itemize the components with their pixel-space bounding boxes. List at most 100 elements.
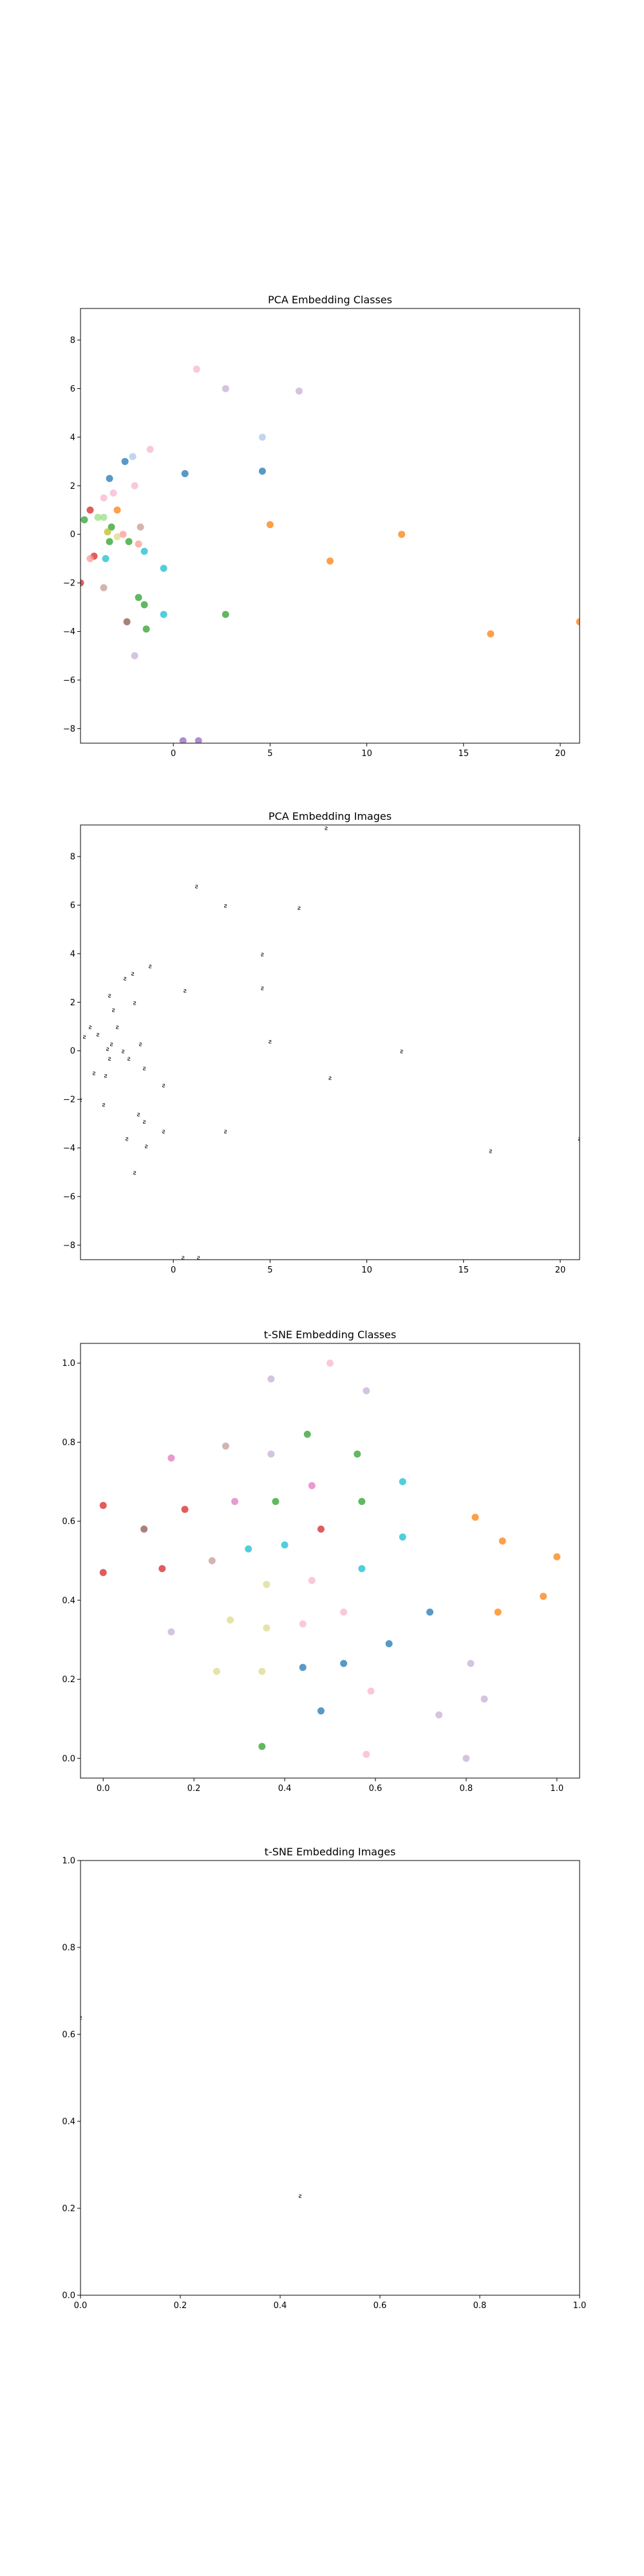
scatter-point [222,384,229,392]
y-tick-label: 1.0 [62,1359,75,1368]
axes-frame [80,1343,580,1779]
scatter-point [142,625,150,633]
scatter-point [576,618,580,625]
image-glyph: ƨ [261,985,264,992]
scatter-point [272,1497,279,1505]
image-glyph: ƨ [197,1255,200,1262]
image-glyph: ƨ [108,1056,111,1063]
x-tick-label: 10 [361,749,372,759]
y-tick-label: −6 [63,676,75,685]
x-tick-label: 0.6 [369,1784,383,1794]
scatter-point [106,538,113,545]
scatter-point [435,1711,443,1719]
scatter-point [100,584,108,592]
scatter-point [109,489,117,497]
chart-panel-1: PCA Embedding Classes 0 5 10 15 20 −8 −6 −4 −2 0 2 4… [63,294,580,759]
scatter-point [100,494,108,502]
image-glyph: ƨ [143,1065,146,1072]
y-tick-label: 0.2 [62,1675,75,1685]
scatter-point [102,554,109,562]
scatter-point [487,630,495,638]
x-tick-label: 5 [267,1265,272,1275]
axes-frame [80,824,580,1260]
x-tick-label: 0.8 [473,2301,487,2311]
image-glyph: ƨ [224,1128,227,1135]
scatter-point [227,1616,234,1624]
image-glyph: ƨ [131,971,134,978]
image-glyph: ƨ [137,1112,140,1119]
scatter-point [258,1667,266,1675]
image-glyph: ƨ [123,976,126,983]
y-tick-label: 4 [70,949,75,959]
scatter-point [99,1502,107,1510]
image-glyph: ƨ [121,1048,124,1056]
scatter-point [385,1640,393,1647]
scatter-point [125,538,133,545]
scatter-point [553,1553,561,1560]
scatter-point [363,1750,370,1758]
scatter-point [266,521,274,529]
scatter-point [131,652,138,659]
y-tick-label: 6 [70,384,75,394]
x-tick-label: 0 [171,749,176,759]
chart-title: PCA Embedding Classes [268,294,392,306]
x-tick-label: 10 [361,1265,372,1275]
scatter-point [208,1557,216,1564]
scatter-point [399,1533,406,1541]
scatter-point [340,1660,348,1667]
scatter-point [194,737,202,743]
image-glyph: ƨ [133,1170,136,1177]
image-glyph: ƨ [143,1119,146,1126]
image-glyph: ƨ [125,1135,128,1142]
scatter-point [462,1754,470,1762]
image-glyph: ƨ [79,1097,82,1104]
image-glyph: ƨ [328,1075,332,1082]
y-tick-label: −4 [63,1144,75,1153]
y-tick-label: 0.6 [62,1517,75,1527]
scatter-point [140,547,148,555]
scatter-point [108,523,115,531]
scatter-point [494,1608,502,1616]
y-tick-label: 0.8 [62,1438,75,1448]
image-glyph: ƨ [79,2014,82,2022]
scatter-point [80,516,88,524]
scatter-point [354,1450,361,1458]
image-glyph: ƨ [139,1041,142,1048]
scatter-point [308,1577,316,1584]
image-glyph: ƨ [489,1148,492,1155]
y-tick-label: 0.4 [62,2117,75,2127]
scatter-point [167,1628,175,1636]
scatter-point [399,1478,406,1486]
x-tick-label: 15 [458,1265,469,1275]
scatter-point [160,564,167,572]
image-glyph: ƨ [149,963,152,971]
y-tick-label: 1.0 [62,1857,75,1866]
scatter-point [80,579,84,587]
y-tick-label: 0.6 [62,2031,75,2040]
x-tick-label: 5 [267,749,272,759]
x-tick-label: 1.0 [550,1784,564,1794]
image-glyph: ƨ [182,1255,185,1262]
scatter-point [317,1707,325,1715]
image-glyph: ƨ [111,1007,115,1014]
image-glyph: ƨ [88,1024,91,1031]
scatter-point [308,1482,316,1490]
x-tick-label: 0.4 [278,1784,292,1794]
scatter-point [498,1537,506,1545]
scatter-point [86,506,94,514]
scatter-point [99,1569,107,1577]
image-glyph: ƨ [82,1034,86,1041]
y-tick-label: −8 [63,724,75,734]
image-glyph: ƨ [325,825,328,832]
image-glyph: ƨ [145,1143,148,1150]
chart-title: t-SNE Embedding Classes [264,1329,396,1341]
scatter-point [245,1545,252,1553]
image-glyph: ƨ [400,1048,403,1056]
scatter-point [299,1663,307,1671]
image-glyph: ƨ [578,1135,581,1142]
y-tick-label: 4 [70,433,75,442]
image-glyph: ƨ [298,2193,301,2200]
scatter-point [158,1565,166,1573]
image-glyph: ƨ [162,1128,166,1135]
